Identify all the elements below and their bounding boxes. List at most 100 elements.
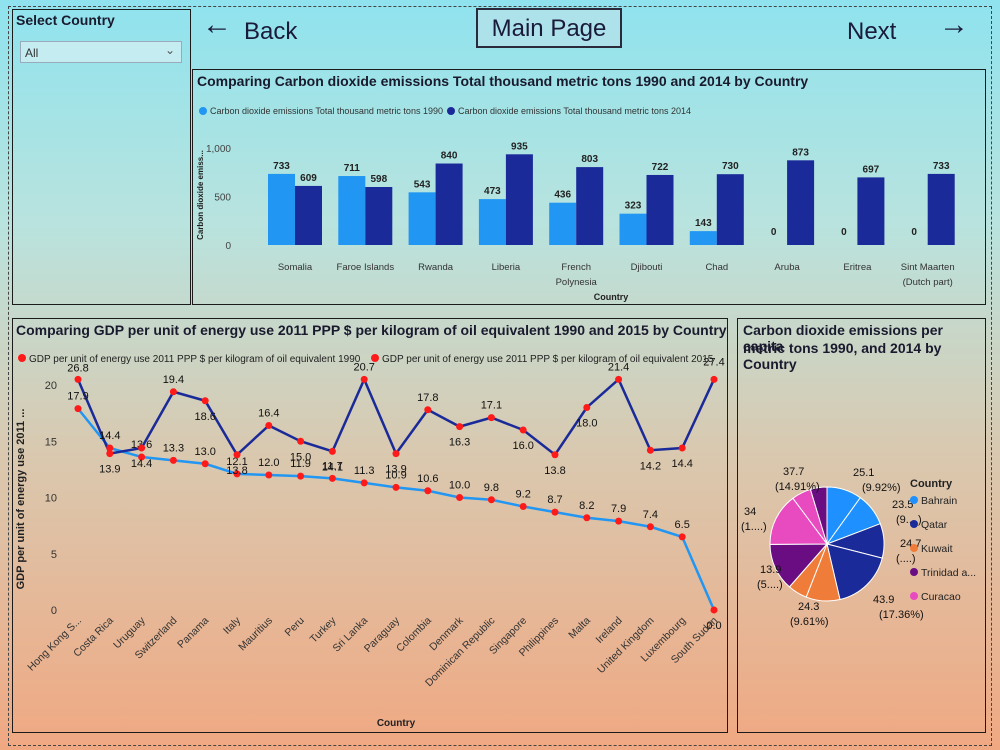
pie-data-label: (9.61%) <box>790 616 829 628</box>
data-point <box>138 444 146 452</box>
data-label: 7.4 <box>643 509 658 521</box>
data-label: 6.5 <box>675 519 690 531</box>
data-point <box>424 406 432 414</box>
bar-data-label: 935 <box>511 141 528 152</box>
y-tick-label: 15 <box>45 436 57 448</box>
pie-data-label: 24.3 <box>798 601 819 613</box>
data-point <box>74 405 82 413</box>
data-point <box>615 517 623 525</box>
bar-data-label: 598 <box>370 174 387 185</box>
main-page-label: Main Page <box>491 15 607 42</box>
data-label: 17.1 <box>481 400 502 412</box>
y-tick-label: 10 <box>45 493 57 505</box>
bar-chart-title: Comparing Carbon dioxide emissions Total… <box>197 73 809 89</box>
pie-legend-marker <box>910 592 918 600</box>
data-point <box>710 606 718 614</box>
bar-1 <box>646 174 674 245</box>
x-tick-label: Mauritius <box>236 615 275 654</box>
x-tick-label: (Dutch part) <box>903 277 953 288</box>
data-label: 13.3 <box>163 442 184 454</box>
legend-marker-1 <box>371 354 379 362</box>
bar-0 <box>689 231 717 245</box>
back-label: Back <box>244 18 298 45</box>
bar-1 <box>505 154 533 245</box>
bar-data-label: 473 <box>484 186 501 197</box>
pie-data-label: (5....) <box>757 579 783 591</box>
main-page-button[interactable]: Main Page <box>476 8 622 48</box>
data-label: 0.0 <box>706 620 721 632</box>
bar-0 <box>549 202 577 245</box>
country-dropdown[interactable]: All ⌄ <box>20 41 182 63</box>
data-point <box>487 496 495 504</box>
data-label: 16.0 <box>512 440 533 452</box>
bar-data-label: 543 <box>414 179 431 190</box>
pie-legend-marker <box>910 544 918 552</box>
pie-chart: 25.1(9.92%)23.5(9....)24.7(....)43.9(17.… <box>741 466 976 628</box>
pie-data-label: (14.91%) <box>775 481 820 493</box>
data-label: 13.8 <box>544 465 565 477</box>
chevron-down-icon: ⌄ <box>164 43 175 57</box>
pie-data-label: (1....) <box>741 521 767 533</box>
pie-slice <box>826 543 883 601</box>
data-point <box>456 494 464 501</box>
data-point <box>297 472 305 480</box>
pie-data-label: (....) <box>896 553 916 565</box>
legend-marker-1 <box>447 107 455 115</box>
data-point <box>360 479 368 487</box>
pie-data-label: 13.9 <box>760 564 781 576</box>
data-label: 14.4 <box>131 458 152 470</box>
y-tick-label: 20 <box>45 380 57 392</box>
data-label: 9.8 <box>484 482 499 494</box>
data-point <box>106 444 114 452</box>
next-button[interactable]: Next → <box>843 8 973 52</box>
pie-data-label: (9.92%) <box>862 482 901 494</box>
data-label: 13.9 <box>385 464 406 476</box>
data-label: 18.6 <box>194 411 215 423</box>
pie-legend-label: Trinidad a... <box>921 567 976 579</box>
bar-0 <box>408 192 436 245</box>
data-point <box>233 470 241 478</box>
bar-1 <box>716 174 744 245</box>
data-point <box>265 471 273 479</box>
pie-legend-label: Qatar <box>921 519 948 531</box>
y-axis-title: Carbon dioxide emiss... <box>196 150 205 240</box>
bar-data-label: 0 <box>841 227 847 238</box>
bar-data-label: 733 <box>273 161 290 172</box>
x-tick-label: Faroe Islands <box>337 262 395 273</box>
data-label: 14.2 <box>640 460 661 472</box>
pie-legend-title: Country <box>910 478 953 490</box>
bar-data-label: 436 <box>554 190 571 201</box>
data-label: 10.0 <box>449 480 470 492</box>
bar-chart: Carbon dioxide emissions Total thousand … <box>196 106 955 302</box>
data-label: 8.7 <box>547 494 562 506</box>
data-label: 17.9 <box>67 391 88 403</box>
pie-slice <box>769 497 828 545</box>
data-label: 11.9 <box>290 458 311 470</box>
data-label: 18.0 <box>576 418 597 430</box>
data-label: 11.7 <box>322 460 343 472</box>
data-label: 21.4 <box>608 361 629 373</box>
bar-data-label: 143 <box>695 218 712 229</box>
data-point <box>646 446 654 454</box>
bar-data-label: 323 <box>625 201 642 212</box>
data-label: 15.0 <box>290 451 311 463</box>
data-point <box>424 487 432 495</box>
data-label: 12.1 <box>226 456 247 468</box>
bar-data-label: 803 <box>581 154 598 165</box>
pie-title-line1: Carbon dioxide emissions per capita <box>743 322 943 354</box>
data-point <box>169 388 177 396</box>
x-tick-label: Chad <box>705 262 728 273</box>
bar-1 <box>927 173 955 245</box>
dropdown-value: All <box>25 46 39 60</box>
next-label: Next <box>847 18 897 45</box>
x-tick-label: Eritrea <box>843 262 872 273</box>
co2-total-bar-chart-panel: Comparing Carbon dioxide emissions Total… <box>192 69 986 305</box>
data-point <box>615 375 623 383</box>
data-label: 13.9 <box>99 464 120 476</box>
slicer-title: Select Country <box>16 12 115 28</box>
bar-1 <box>787 160 815 245</box>
pie-data-label: 25.1 <box>853 467 874 479</box>
back-button[interactable]: ← Back <box>200 8 300 52</box>
bar-data-label: 873 <box>792 147 809 158</box>
data-point <box>138 453 146 461</box>
